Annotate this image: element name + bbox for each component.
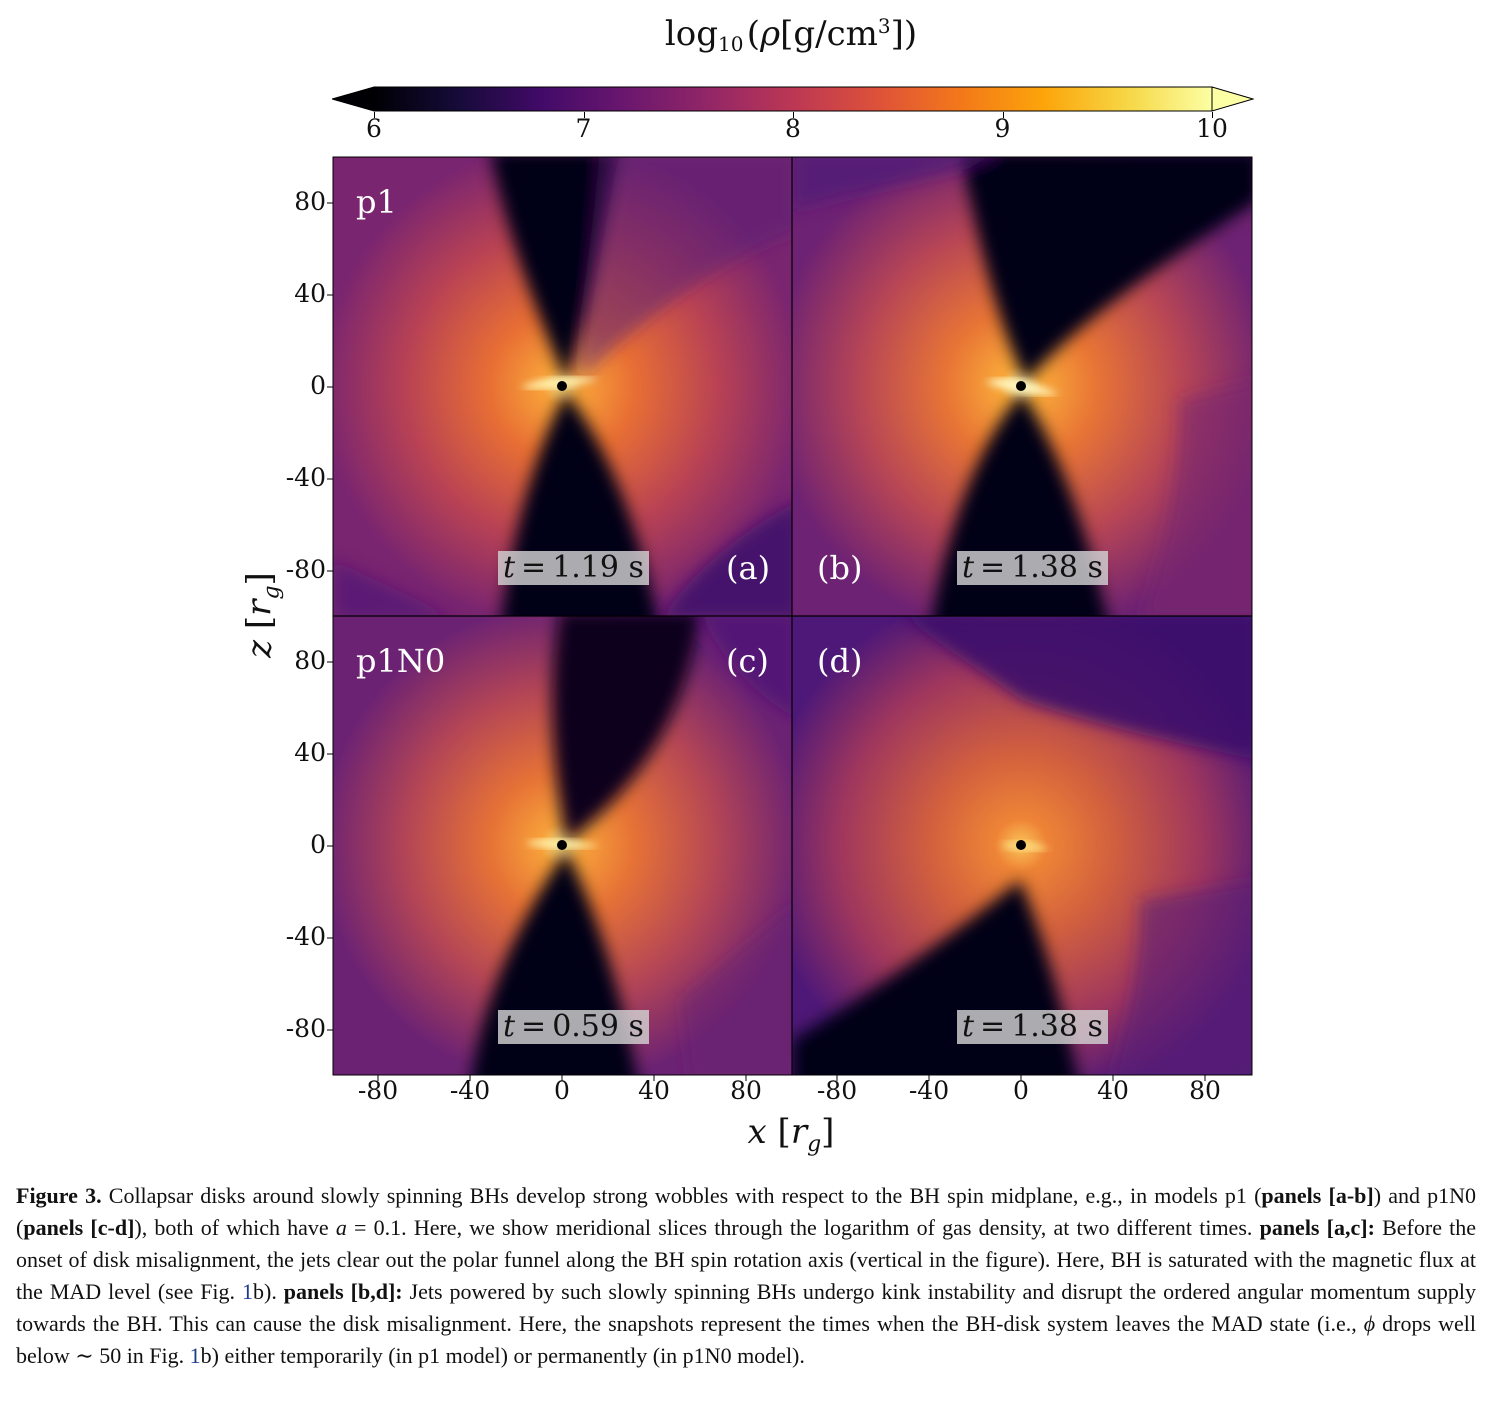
x-tick-label: -80 xyxy=(357,1076,399,1105)
figure-number: Figure 3. xyxy=(16,1183,102,1208)
panel-b-time: t = 1.38 s xyxy=(957,551,1108,585)
y-tick-label: 0 xyxy=(310,830,326,859)
x-tick-label: -40 xyxy=(908,1076,950,1105)
y-tick-label: 40 xyxy=(294,738,326,767)
panel-c-model: p1N0 xyxy=(356,642,446,680)
colorbar-tick-label: 6 xyxy=(366,114,382,143)
colorbar-tick-label: 9 xyxy=(994,114,1011,143)
bh-marker-c xyxy=(557,840,567,850)
colorbar-tick xyxy=(374,112,375,118)
colorbar xyxy=(332,86,1254,112)
bh-marker-d xyxy=(1016,840,1026,850)
axis-ticks xyxy=(327,202,1206,1081)
panel-a-label: (a) xyxy=(726,549,771,587)
colorbar-tick-label: 8 xyxy=(785,114,801,143)
panel-d-time: t = 1.38 s xyxy=(957,1010,1108,1044)
x-tick-label: -40 xyxy=(449,1076,491,1105)
colorbar-extend-high xyxy=(1211,86,1254,112)
figure-caption: Figure 3. Collapsar disks around slowly … xyxy=(16,1183,1477,1368)
colorbar-tick xyxy=(583,112,585,118)
colorbar-tick xyxy=(1212,112,1213,118)
bh-marker-a xyxy=(557,381,567,391)
y-tick-label: -80 xyxy=(285,555,326,584)
x-tick-label: 40 xyxy=(638,1076,670,1105)
figure-reference-link[interactable]: 1 xyxy=(189,1343,201,1368)
colorbar-tick xyxy=(793,112,794,118)
colorbar-tick-label: 10 xyxy=(1196,114,1228,143)
panel-a-model: p1 xyxy=(356,183,397,221)
figure-reference-link[interactable]: 1 xyxy=(242,1279,253,1304)
y-tick-label: 80 xyxy=(294,646,326,675)
bh-marker-b xyxy=(1016,381,1026,391)
panel-c-time: t = 0.59 s xyxy=(498,1010,649,1044)
colorbar-title: log10 (ρ[g/cm3]) xyxy=(664,14,918,56)
colorbar-tick-label: 7 xyxy=(575,114,592,143)
y-tick-label: 40 xyxy=(294,279,326,308)
x-tick-label: -80 xyxy=(816,1076,858,1105)
panel-c-label: (c) xyxy=(726,642,769,680)
y-tick-label: 0 xyxy=(310,371,326,400)
panel-a-time: t = 1.19 s xyxy=(498,551,649,585)
x-axis-label: x [rg] xyxy=(747,1112,835,1157)
y-tick-label: 80 xyxy=(294,187,326,216)
x-tick-label: 0 xyxy=(554,1076,570,1105)
y-axis-label: z [rg] xyxy=(239,572,285,658)
panel-d-label: (d) xyxy=(817,642,863,680)
x-tick-label: 80 xyxy=(730,1076,762,1105)
y-tick-label: -40 xyxy=(285,922,326,951)
y-tick-label: -80 xyxy=(285,1014,326,1043)
y-tick-label: -40 xyxy=(285,463,326,492)
colorbar-tick xyxy=(1002,112,1004,118)
x-tick-label: 40 xyxy=(1097,1076,1129,1105)
x-tick-label: 80 xyxy=(1189,1076,1221,1105)
colorbar-gradient xyxy=(373,86,1213,112)
panel-b-label: (b) xyxy=(817,549,863,587)
x-tick-label: 0 xyxy=(1013,1076,1029,1105)
